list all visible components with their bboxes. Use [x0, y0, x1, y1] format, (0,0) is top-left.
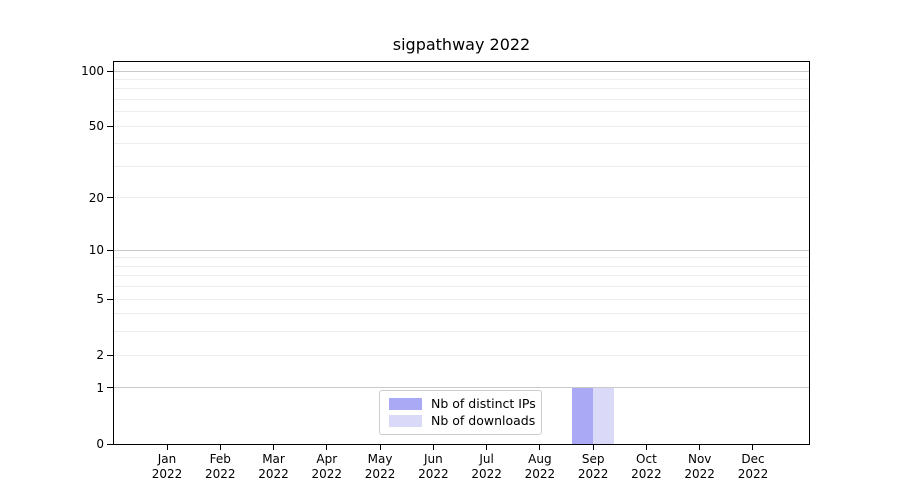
plot-area: 0 1 2 5 10 20 50 100 Jan 2022 Feb 2022 Mar 2022 Apr 20… — [81, 61, 810, 481]
y-tick — [107, 197, 113, 199]
y-tick — [107, 249, 113, 251]
y-tick-label: 20 — [88, 190, 104, 205]
x-tick — [166, 445, 168, 450]
y-gridline-minor — [114, 166, 809, 167]
legend-label-distinct-ips: Nb of distinct IPs — [431, 396, 536, 412]
x-tick-label: Dec 2022 — [737, 452, 769, 481]
x-tick-label: Feb 2022 — [204, 452, 236, 481]
y-gridline-minor — [114, 125, 809, 127]
x-tick-label: Sep 2022 — [577, 452, 609, 481]
y-gridline-minor — [114, 257, 809, 259]
y-gridline-minor — [114, 286, 809, 288]
y-tick-label: 10 — [88, 243, 104, 258]
bars-layer — [114, 62, 809, 444]
x-tick — [432, 445, 434, 450]
x-tick — [592, 445, 594, 450]
x-tick — [326, 445, 328, 450]
y-gridline-major — [114, 70, 809, 72]
x-tick-label: Jul 2022 — [471, 452, 502, 481]
x-tick — [219, 445, 221, 450]
y-gridline-minor — [114, 143, 809, 145]
y-tick-label: 100 — [81, 64, 104, 79]
y-tick-label: 1 — [96, 380, 104, 395]
x-tick — [699, 445, 701, 450]
legend-swatch-downloads — [389, 414, 422, 427]
legend: Nb of distinct IPs Nb of downloads — [379, 390, 542, 435]
x-tick — [645, 445, 647, 450]
y-axis: 0 1 2 5 10 20 50 100 — [81, 62, 809, 451]
x-tick-label: Nov 2022 — [684, 452, 715, 481]
x-tick-label: Jun 2022 — [418, 452, 449, 481]
legend-item-downloads: Nb of downloads — [389, 412, 536, 430]
y-tick — [107, 387, 113, 389]
y-gridline-minor — [114, 275, 809, 277]
y-tick — [107, 125, 113, 127]
x-tick — [752, 445, 754, 450]
y-gridline-minor — [114, 99, 809, 101]
y-gridline-minor — [114, 78, 809, 80]
legend-label-downloads: Nb of downloads — [431, 412, 536, 428]
x-tick — [379, 445, 381, 450]
gridlines-layer — [114, 62, 809, 444]
y-gridline-minor — [114, 354, 809, 356]
y-tick — [107, 443, 113, 445]
x-tick-label: Mar 2022 — [258, 452, 289, 481]
y-gridline-minor — [114, 331, 809, 333]
bar-distinct-ips — [571, 387, 594, 444]
x-tick — [486, 445, 488, 450]
y-tick-label: 5 — [96, 292, 104, 307]
legend-swatch-distinct-ips — [389, 398, 422, 411]
y-gridline-major — [114, 249, 809, 251]
x-tick-label: Oct 2022 — [631, 452, 662, 481]
y-gridline-major — [114, 387, 809, 389]
y-tick-label: 2 — [96, 348, 104, 363]
y-tick-label: 0 — [96, 437, 104, 451]
y-gridline-minor — [114, 298, 809, 300]
chart-title: sigpathway 2022 — [392, 35, 531, 54]
x-tick — [539, 445, 541, 450]
y-tick — [107, 70, 113, 72]
y-tick — [107, 298, 113, 300]
y-gridline-minor — [114, 265, 809, 267]
x-axis: Jan 2022 Feb 2022 Mar 2022 Apr 2022 May 2022 Jun 20… — [114, 62, 809, 481]
y-gridline-minor — [114, 197, 809, 199]
x-tick-label: Jan 2022 — [151, 452, 183, 481]
y-tick — [107, 354, 113, 356]
legend-item-distinct-ips: Nb of distinct IPs — [389, 396, 536, 413]
x-tick-label: May 2022 — [364, 452, 396, 481]
y-gridline-minor — [114, 111, 809, 113]
x-tick — [273, 445, 275, 450]
x-tick-label: Aug 2022 — [524, 452, 556, 481]
y-tick-label: 50 — [88, 119, 104, 134]
y-gridline-minor — [114, 313, 809, 315]
bar-downloads — [593, 387, 615, 444]
x-tick-label: Apr 2022 — [311, 452, 343, 481]
y-gridline-minor — [114, 88, 809, 90]
